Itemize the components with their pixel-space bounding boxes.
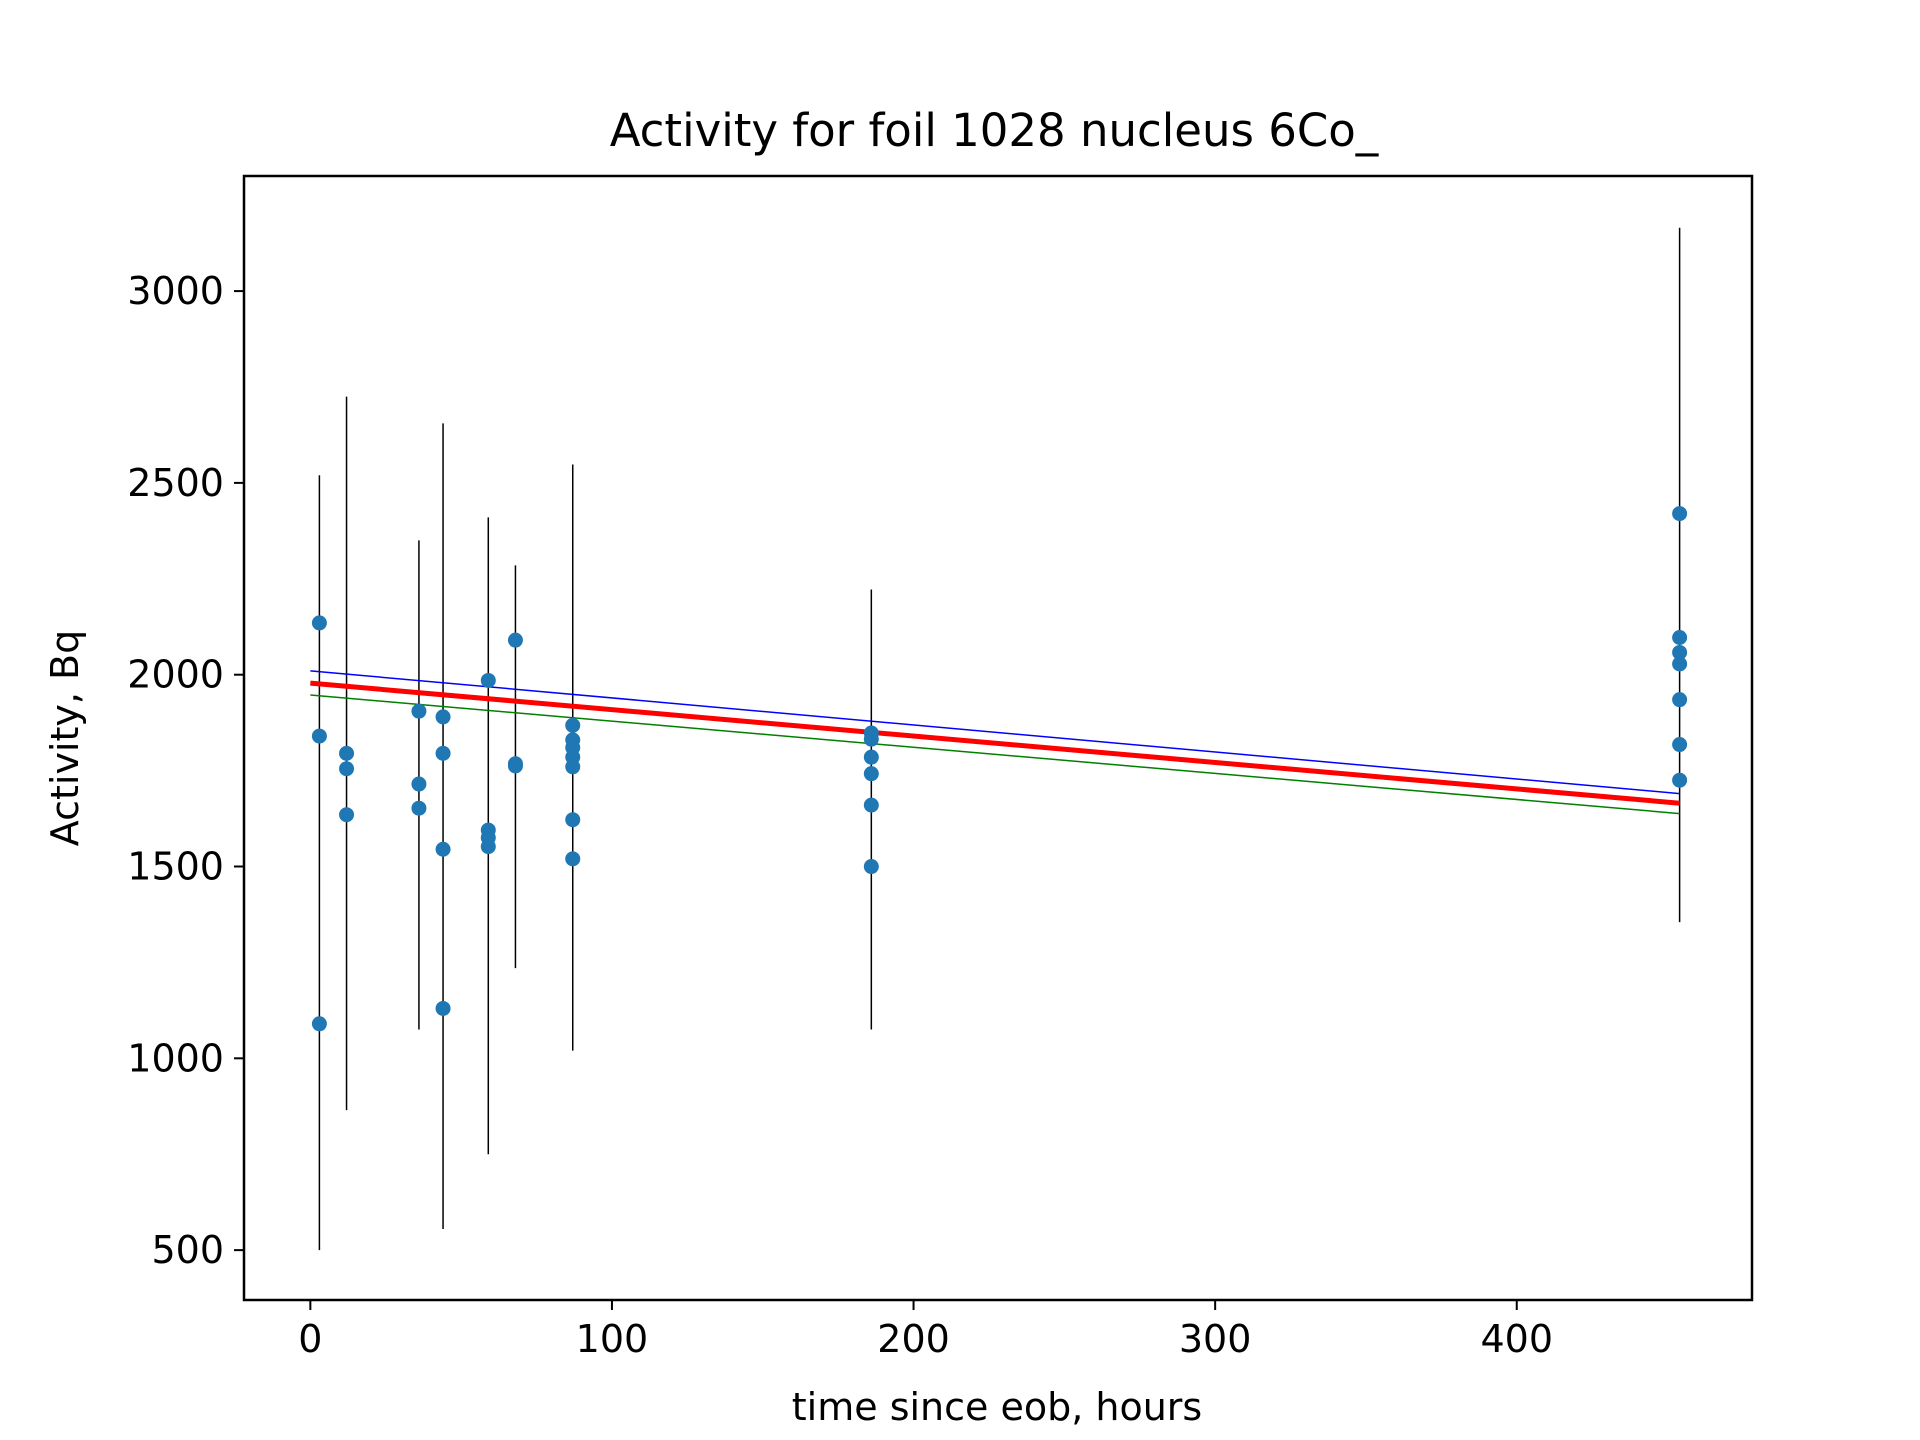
- x-tick-label: 400: [1480, 1317, 1553, 1361]
- data-point: [863, 859, 879, 875]
- data-point: [435, 745, 451, 761]
- y-tick-label: 2000: [127, 653, 224, 697]
- data-point: [1672, 644, 1688, 660]
- data-point: [411, 703, 427, 719]
- data-point: [863, 797, 879, 813]
- x-axis-label: time since eob, hours: [792, 1385, 1202, 1429]
- fit-line-0: [310, 670, 1680, 795]
- data-point: [435, 1000, 451, 1016]
- x-axis-ticks: 0 100 200 300 400: [298, 1300, 1553, 1361]
- data-point: [863, 749, 879, 765]
- data-point: [565, 812, 581, 828]
- fit-line-1: [310, 680, 1680, 806]
- data-point: [863, 731, 879, 747]
- data-point: [480, 672, 496, 688]
- data-point: [507, 758, 523, 774]
- data-point: [565, 759, 581, 775]
- y-tick-label: 1000: [127, 1036, 224, 1080]
- axes-frame: [242, 174, 1754, 1302]
- y-tick-label: 1500: [127, 845, 224, 889]
- x-tick-label: 0: [298, 1317, 322, 1361]
- data-point: [339, 761, 355, 777]
- y-tick-label: 3000: [127, 269, 224, 313]
- data-point: [1672, 692, 1688, 708]
- data-point: [480, 839, 496, 855]
- data-point: [565, 851, 581, 867]
- data-point: [1672, 629, 1688, 645]
- data-point: [1672, 506, 1688, 522]
- data-point: [1672, 772, 1688, 788]
- data-point: [311, 615, 327, 631]
- data-point: [565, 717, 581, 733]
- x-tick-label: 100: [576, 1317, 649, 1361]
- data-point: [1672, 656, 1688, 672]
- data-point: [311, 1016, 327, 1032]
- plot-area: [310, 227, 1688, 1251]
- data-point: [339, 745, 355, 761]
- data-point: [339, 807, 355, 823]
- fit-line-2: [310, 694, 1680, 815]
- data-point: [435, 709, 451, 725]
- x-tick-label: 300: [1179, 1317, 1252, 1361]
- data-point: [411, 776, 427, 792]
- data-point: [507, 632, 523, 648]
- chart-title: Activity for foil 1028 nucleus 6Co_: [610, 104, 1379, 157]
- y-axis-ticks: 500 1000 1500 2000 2500 3000: [127, 269, 244, 1272]
- data-point: [863, 766, 879, 782]
- data-point: [1672, 737, 1688, 753]
- y-tick-label: 2500: [127, 461, 224, 505]
- x-tick-label: 200: [877, 1317, 950, 1361]
- data-point: [435, 841, 451, 857]
- data-point: [411, 800, 427, 816]
- data-point: [311, 728, 327, 744]
- y-tick-label: 500: [151, 1228, 224, 1272]
- y-axis-label: Activity, Bq: [43, 630, 87, 846]
